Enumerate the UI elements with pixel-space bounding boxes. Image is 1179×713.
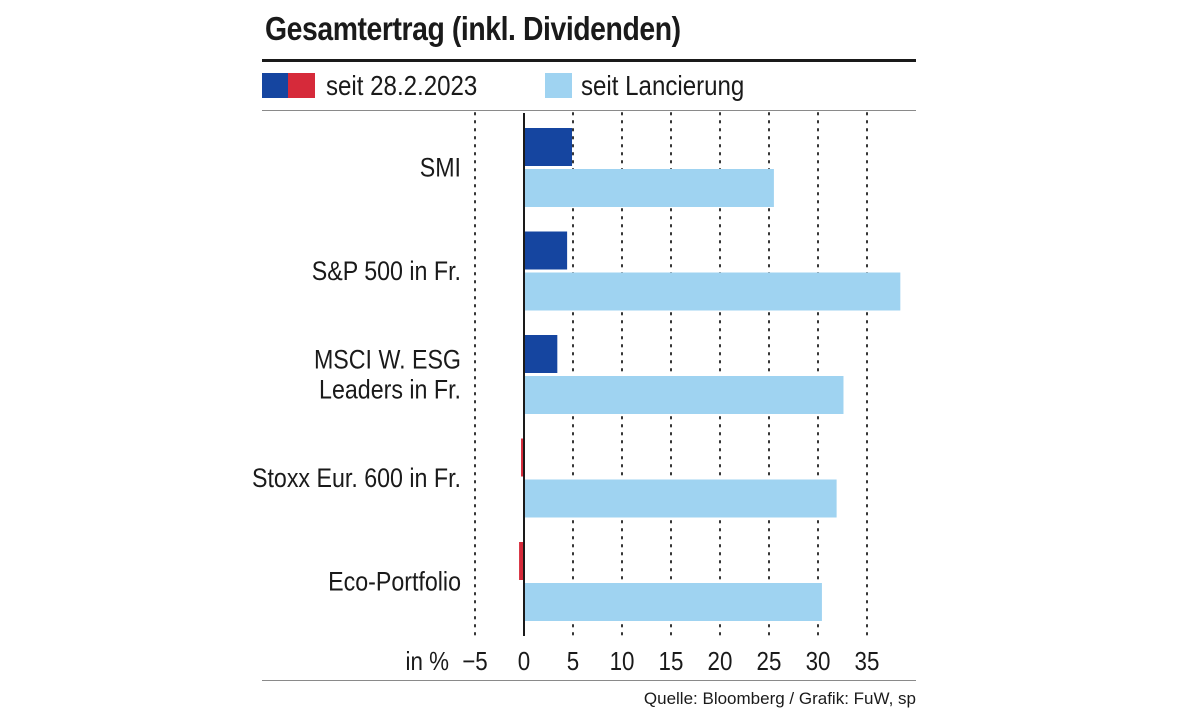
category-label-0-0: SMI	[420, 153, 461, 183]
category-label-3-0: Stoxx Eur. 600 in Fr.	[252, 463, 461, 493]
source-note: Quelle: Bloomberg / Grafik: FuW, sp	[643, 689, 916, 708]
bar-series1-0	[524, 128, 573, 166]
bar-series2-2	[524, 376, 844, 414]
legend-rule	[262, 110, 916, 111]
tick-label-8: 35	[855, 647, 880, 676]
tick-label-1: 0	[518, 647, 530, 676]
legend-swatch-negative	[288, 73, 315, 98]
chart-title: Gesamtertrag (inkl. Dividenden)	[265, 10, 681, 47]
category-label-2-0: MSCI W. ESG	[314, 345, 461, 375]
bar-series2-0	[524, 169, 774, 207]
bottom-rule	[262, 680, 916, 681]
title-rule	[262, 59, 916, 62]
tick-label-0: −5	[462, 647, 487, 676]
bar-series2-1	[524, 272, 901, 311]
unit-label: in %	[406, 647, 449, 676]
legend-swatch-series2	[545, 73, 572, 98]
tick-label-5: 20	[708, 647, 733, 676]
category-label-1-0: S&P 500 in Fr.	[312, 256, 461, 286]
category-label-2-1: Leaders in Fr.	[319, 375, 461, 405]
tick-label-6: 25	[757, 647, 782, 676]
tick-label-3: 10	[610, 647, 635, 676]
bar-series1-1	[524, 231, 568, 270]
tick-label-7: 30	[806, 647, 831, 676]
legend-swatch-positive	[262, 73, 288, 98]
category-label-4-0: Eco-Portfolio	[328, 567, 461, 597]
legend-label-series1: seit 28.2.2023	[326, 70, 478, 101]
bar-series1-4	[519, 542, 523, 580]
tick-label-2: 5	[567, 647, 579, 676]
bar-series1-2	[524, 335, 558, 373]
legend-label-series2: seit Lancierung	[581, 70, 745, 101]
bar-series1-3	[521, 438, 524, 477]
tick-label-4: 15	[659, 647, 684, 676]
bar-series2-4	[524, 583, 822, 621]
bar-series2-3	[524, 479, 837, 518]
